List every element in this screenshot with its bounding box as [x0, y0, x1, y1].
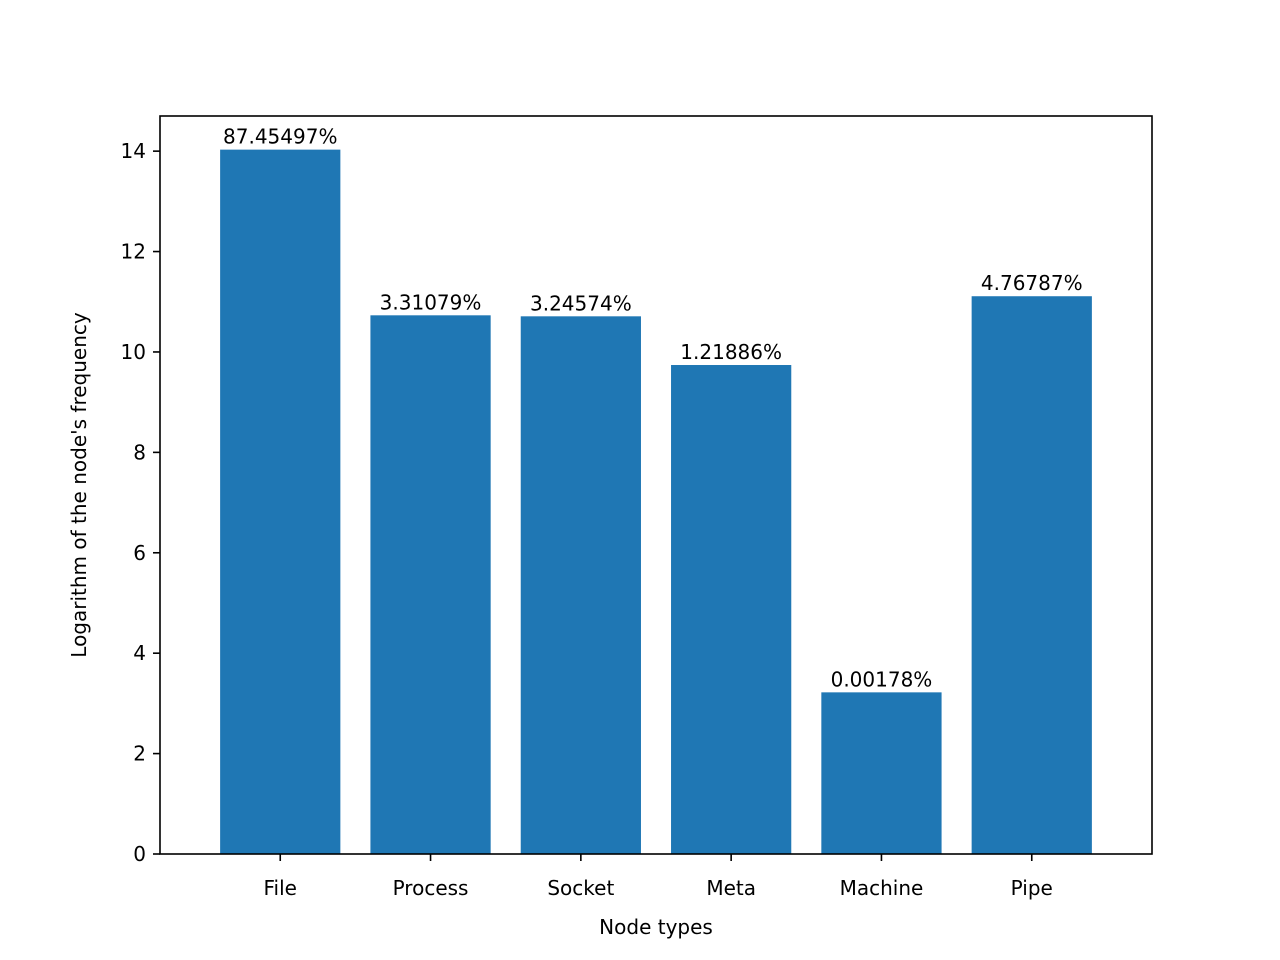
labels-layer: 87.45497% File 3.31079% Process 3.24574% Sock… — [121, 125, 1083, 900]
y-tick-label: 0 — [133, 842, 146, 866]
data-label-socket: 3.24574% — [530, 291, 632, 315]
bars-layer — [220, 149, 1092, 855]
x-axis-label: Node types — [599, 915, 713, 939]
ticks-layer — [153, 150, 1033, 861]
data-label-pipe: 4.76787% — [981, 271, 1083, 295]
x-tick-label: Process — [393, 876, 469, 900]
data-label-machine: 0.00178% — [831, 667, 933, 691]
y-tick-label: 10 — [121, 340, 146, 364]
x-tick-label: File — [264, 876, 297, 900]
bar-socket — [520, 316, 641, 854]
x-tick-label: Machine — [840, 876, 924, 900]
data-label-file: 87.45497% — [223, 125, 337, 149]
bar-file — [220, 149, 341, 855]
y-tick-label: 6 — [133, 541, 146, 565]
y-axis-label: Logarithm of the node's frequency — [67, 312, 91, 658]
y-tick-label: 8 — [133, 440, 146, 464]
y-tick-label: 14 — [121, 139, 146, 163]
x-tick-label: Pipe — [1011, 876, 1053, 900]
y-tick-label: 4 — [133, 641, 146, 665]
data-label-meta: 1.21886% — [680, 340, 782, 364]
bar-pipe — [971, 296, 1092, 854]
y-tick-label: 2 — [133, 742, 146, 766]
y-tick-label: 12 — [121, 240, 146, 264]
x-tick-label: Meta — [706, 876, 756, 900]
x-tick-label: Socket — [547, 876, 614, 900]
data-label-process: 3.31079% — [380, 290, 482, 314]
plot-area-frame — [159, 115, 1153, 855]
bar-meta — [671, 365, 792, 854]
bar-machine — [821, 692, 942, 854]
bar-process — [370, 315, 491, 855]
